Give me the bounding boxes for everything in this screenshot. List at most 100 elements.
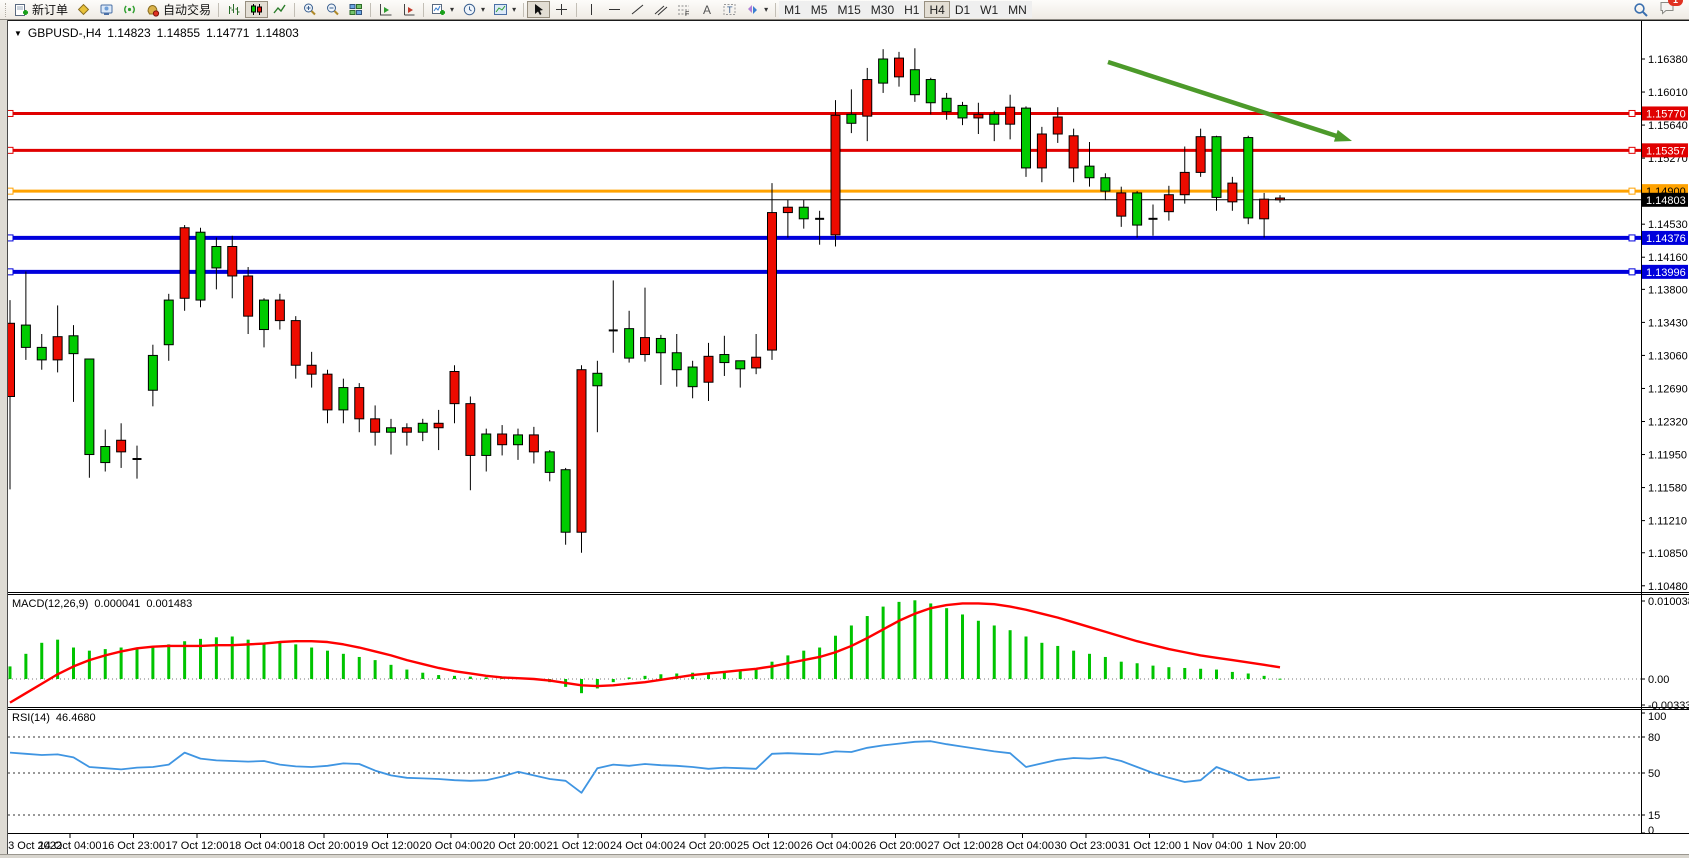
- search-icon[interactable]: [1633, 2, 1649, 18]
- crosshair-tool-button[interactable]: [550, 1, 573, 18]
- timeframe-button-w1[interactable]: W1: [975, 1, 1004, 18]
- candle: [513, 434, 523, 446]
- svg-text:F: F: [685, 11, 689, 17]
- timeframe-button-h1[interactable]: H1: [899, 1, 925, 18]
- rsi-line: [9, 740, 1281, 794]
- arrows-tool-button[interactable]: ▾: [741, 1, 772, 18]
- timeframe-button-m1[interactable]: M1: [779, 1, 806, 18]
- text-tool-button[interactable]: A: [695, 1, 718, 18]
- candle: [751, 356, 762, 369]
- cursor-tool-button[interactable]: [527, 1, 551, 18]
- strategy-test-button[interactable]: [374, 1, 397, 18]
- zoom-in-button[interactable]: [298, 1, 321, 18]
- macd-histogram-bar: [1246, 673, 1250, 679]
- timeframe-button-m15[interactable]: M15: [832, 1, 866, 18]
- templates-button[interactable]: ▾: [489, 1, 520, 18]
- time-axis-label: 1 Nov 20:00: [1247, 840, 1306, 852]
- macd-histogram-bar: [341, 653, 345, 679]
- new-order-button[interactable]: 新订单: [10, 1, 72, 18]
- chart-canvas[interactable]: 1.163801.160101.156401.152701.149001.145…: [0, 20, 1689, 858]
- candle: [449, 371, 460, 405]
- indicators-button[interactable]: ▾: [427, 1, 458, 18]
- price-line-badge: [1642, 230, 1688, 245]
- price-axis-tick-label: 1.16010: [1648, 87, 1688, 99]
- market-watch-button[interactable]: [95, 1, 118, 18]
- macd-histogram-bar: [1040, 642, 1044, 679]
- toolbar-separator: [218, 2, 220, 17]
- time-axis-label: 13 Oct 2022: [2, 840, 62, 852]
- line-handle[interactable]: [1628, 234, 1636, 242]
- candle: [354, 387, 365, 420]
- candle: [179, 227, 190, 299]
- macd-histogram-bar: [437, 675, 441, 679]
- notifications-button[interactable]: 1: [1659, 0, 1683, 20]
- trend-arrow-head[interactable]: [1333, 129, 1352, 142]
- line-handle[interactable]: [1628, 187, 1636, 195]
- chart-shift-icon: [404, 4, 415, 16]
- macd-histogram-bar: [278, 641, 282, 679]
- chart-play-icon: [380, 4, 392, 16]
- macd-histogram-bar: [1183, 667, 1187, 679]
- macd-axis-tick-label: 0.010038: [1648, 596, 1689, 608]
- line-handle[interactable]: [1628, 109, 1636, 117]
- candle: [830, 114, 841, 236]
- zoom-out-button[interactable]: [321, 1, 344, 18]
- fibonacci-tool-button[interactable]: F: [672, 1, 695, 18]
- macd-histogram-bar: [468, 676, 472, 679]
- timeframe-button-mn[interactable]: MN: [1003, 1, 1032, 18]
- chart-line-button[interactable]: [268, 1, 291, 18]
- timeframe-button-m30[interactable]: M30: [865, 1, 900, 18]
- text-label-icon: T: [723, 4, 736, 15]
- macd-histogram-bar: [976, 620, 980, 679]
- time-axis-label: 20 Oct 04:00: [420, 840, 483, 852]
- horizontal-line-tool-button[interactable]: [603, 1, 626, 18]
- rsi-label[interactable]: RSI(14) 46.4680: [12, 712, 96, 724]
- candle: [243, 275, 254, 317]
- line-handle[interactable]: [1628, 268, 1636, 276]
- macd-label[interactable]: MACD(12,26,9) 0.000041 0.001483: [12, 598, 192, 610]
- periods-button[interactable]: ▾: [458, 1, 489, 18]
- chart-symbol-title[interactable]: ▼ GBPUSD-,H4 1.14823 1.14855 1.14771 1.1…: [14, 26, 299, 40]
- rsi-name: RSI(14): [12, 712, 50, 724]
- tile-windows-button[interactable]: [344, 1, 367, 18]
- collapse-arrow-icon[interactable]: ▼: [14, 28, 22, 38]
- current-price-badge: [1642, 192, 1688, 207]
- macd-histogram-bar: [1072, 650, 1076, 679]
- text-label-tool-button[interactable]: T: [718, 1, 741, 18]
- zoom-in-icon: [304, 3, 316, 16]
- trend-arrow-line[interactable]: [1107, 59, 1339, 139]
- candle: [719, 354, 730, 364]
- new-order-icon: [15, 4, 28, 16]
- channel-tool-button[interactable]: [649, 1, 672, 18]
- line-handle[interactable]: [1628, 146, 1636, 154]
- candle: [640, 337, 650, 356]
- macd-histogram-bar: [865, 616, 869, 679]
- candle: [1211, 136, 1222, 198]
- candle: [465, 403, 476, 456]
- candle: [36, 346, 47, 361]
- candle: [417, 422, 428, 433]
- macd-histogram-bar: [881, 606, 885, 679]
- signals-button[interactable]: [118, 1, 141, 18]
- macd-histogram-bar: [453, 675, 456, 679]
- timeframe-button-m5[interactable]: M5: [805, 1, 833, 18]
- quote-close: 1.14803: [255, 26, 299, 40]
- candle: [147, 354, 158, 391]
- price-axis-tick-label: 1.14160: [1648, 252, 1688, 264]
- trendline-tool-button[interactable]: [626, 1, 649, 18]
- macd-histogram-bar: [357, 656, 361, 679]
- time-axis-label: 25 Oct 12:00: [737, 840, 800, 852]
- candle: [1005, 106, 1016, 125]
- chart-candles-button[interactable]: [245, 1, 269, 18]
- vertical-line-tool-button[interactable]: [580, 1, 603, 18]
- chart-shift-button[interactable]: [397, 1, 420, 18]
- macd-histogram-bar: [151, 647, 155, 679]
- timeframe-button-d1[interactable]: D1: [949, 1, 976, 18]
- chart-bars-button[interactable]: [222, 1, 245, 18]
- macd-axis-tick-label: -0.003338: [1648, 700, 1689, 712]
- macd-histogram-bar: [421, 672, 425, 679]
- timeframe-button-h4[interactable]: H4: [924, 1, 950, 18]
- candle: [386, 427, 396, 433]
- autotrading-button[interactable]: 自动交易: [141, 1, 215, 18]
- layers-button[interactable]: [72, 1, 95, 18]
